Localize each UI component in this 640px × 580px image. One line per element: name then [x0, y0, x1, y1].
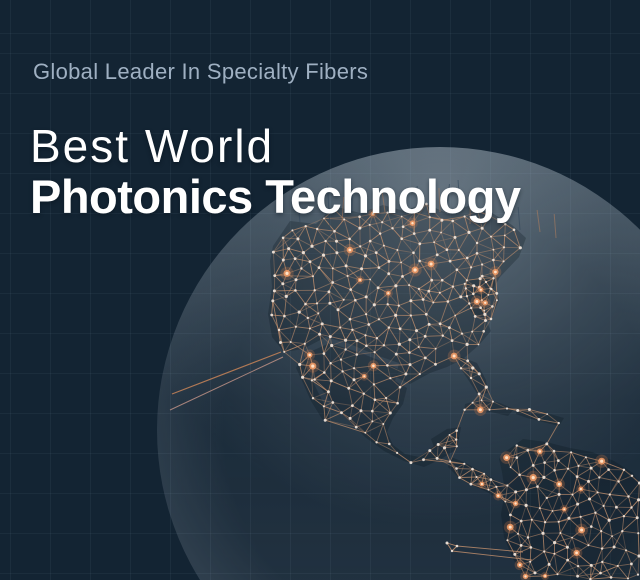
headline-line2: Photonics Technology [30, 170, 521, 223]
hero-copy: Global Leader In Specialty Fibers Best W… [30, 59, 521, 223]
headline-line1: Best World [30, 120, 275, 172]
hero-eyebrow: Global Leader In Specialty Fibers [33, 59, 369, 84]
hero-headline: Best World Photonics Technology [30, 120, 521, 223]
